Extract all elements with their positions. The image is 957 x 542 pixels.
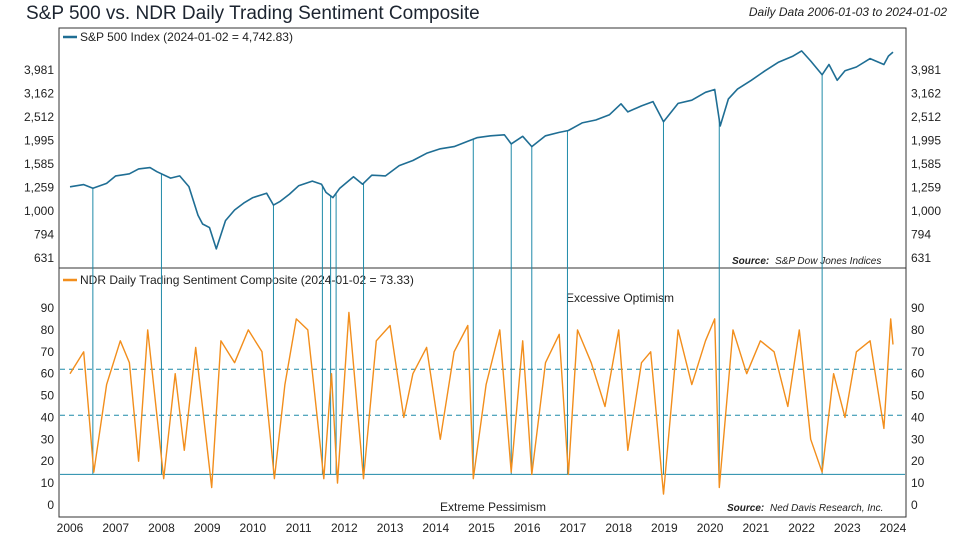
sentiment-line: [69, 311, 894, 495]
x-tick-label: 2022: [788, 521, 815, 535]
sp500-right-tick-label: 1,995: [911, 134, 941, 148]
sp500-right-tick-label: 3,981: [911, 63, 941, 77]
sp500-left-tick-label: 3,162: [24, 87, 54, 101]
sp500-source-text: S&P Dow Jones Indices: [775, 256, 881, 267]
sentiment-left-tick-label: 80: [41, 323, 55, 337]
sentiment-right-tick-label: 40: [911, 410, 925, 424]
sp500-left-tick-label: 2,512: [24, 110, 54, 124]
sp500-left-tick-label: 794: [34, 228, 54, 242]
sentiment-left-tick-label: 20: [41, 454, 55, 468]
x-tick-label: 2007: [102, 521, 129, 535]
bottom-panel-frame: [58, 267, 907, 518]
x-tick-label: 2012: [331, 521, 358, 535]
sp500-right-tick-label: 794: [911, 228, 931, 242]
sp500-left-tick-label: 1,995: [24, 134, 54, 148]
x-tick-label: 2014: [422, 521, 449, 535]
sp500-line: [69, 50, 894, 250]
sentiment-right-tick-label: 20: [911, 454, 925, 468]
x-tick-label: 2024: [880, 521, 907, 535]
sentiment-left-tick-label: 10: [41, 476, 55, 490]
sentiment-left-tick-label: 0: [47, 498, 54, 512]
excessive-optimism-label: Excessive Optimism: [566, 291, 674, 305]
sentiment-left-tick-label: 60: [41, 367, 55, 381]
sp500-legend-label: S&P 500 Index (2024-01-02 = 4,742.83): [80, 30, 293, 44]
x-tick-label: 2019: [651, 521, 678, 535]
extreme-pessimism-label: Extreme Pessimism: [440, 500, 546, 514]
sp500-right-tick-label: 3,162: [911, 87, 941, 101]
x-tick-label: 2018: [605, 521, 632, 535]
sp500-left-tick-label: 1,259: [24, 180, 54, 194]
sp500-source-label: Source:: [732, 256, 769, 267]
sp500-left-tick-label: 1,585: [24, 157, 54, 171]
x-tick-label: 2017: [560, 521, 587, 535]
sp500-left-tick-label: 631: [34, 251, 54, 265]
sp500-right-tick-label: 631: [911, 251, 931, 265]
x-tick-label: 2010: [240, 521, 267, 535]
sentiment-left-tick-label: 70: [41, 345, 55, 359]
sp500-right-tick-label: 1,000: [911, 204, 941, 218]
x-tick-label: 2008: [148, 521, 175, 535]
x-tick-label: 2006: [57, 521, 84, 535]
top-panel-frame: [58, 27, 907, 269]
sentiment-right-tick-label: 90: [911, 301, 925, 315]
sentiment-left-tick-label: 40: [41, 410, 55, 424]
x-tick-label: 2011: [286, 521, 312, 535]
sentiment-right-tick-label: 0: [911, 498, 918, 512]
x-tick-label: 2020: [697, 521, 724, 535]
chart-title: S&P 500 vs. NDR Daily Trading Sentiment …: [26, 3, 480, 24]
sp500-right-tick-label: 1,585: [911, 157, 941, 171]
sentiment-right-tick-label: 60: [911, 367, 925, 381]
sentiment-right-tick-label: 80: [911, 323, 925, 337]
x-tick-label: 2015: [468, 521, 495, 535]
x-tick-label: 2013: [377, 521, 404, 535]
sp500-right-tick-label: 2,512: [911, 110, 941, 124]
sentiment-right-tick-label: 30: [911, 432, 925, 446]
sentiment-right-tick-label: 70: [911, 345, 925, 359]
x-tick-label: 2009: [194, 521, 221, 535]
sp500-left-tick-label: 3,981: [24, 63, 54, 77]
sentiment-right-tick-label: 10: [911, 476, 925, 490]
sentiment-left-tick-label: 90: [41, 301, 55, 315]
x-tick-label: 2021: [742, 521, 769, 535]
x-tick-label: 2023: [834, 521, 861, 535]
sentiment-source-label: Source:: [727, 503, 764, 514]
x-tick-label: 2016: [514, 521, 541, 535]
sentiment-left-tick-label: 30: [41, 432, 55, 446]
sp500-left-tick-label: 1,000: [24, 204, 54, 218]
sp500-right-tick-label: 1,259: [911, 180, 941, 194]
sentiment-source-text: Ned Davis Research, Inc.: [770, 503, 883, 514]
chart-subtitle: Daily Data 2006-01-03 to 2024-01-02: [748, 5, 947, 19]
sentiment-left-tick-label: 50: [41, 389, 55, 403]
sentiment-right-tick-label: 50: [911, 389, 925, 403]
